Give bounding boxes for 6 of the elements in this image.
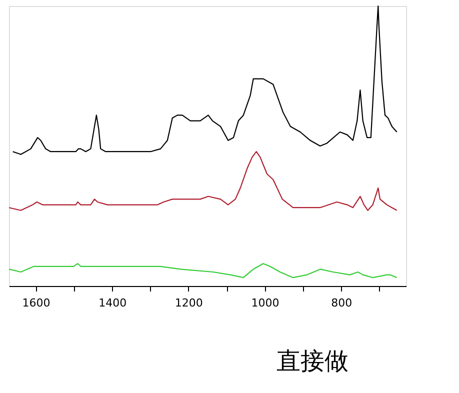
x-tick-label: 1600 [22, 296, 50, 310]
x-tick-label: 1400 [98, 296, 127, 310]
x-tick-label: 1000 [251, 296, 280, 310]
x-tick-label: 1200 [174, 296, 203, 310]
text: 直接做 [276, 347, 348, 375]
x-tick-label: 800 [331, 296, 352, 310]
